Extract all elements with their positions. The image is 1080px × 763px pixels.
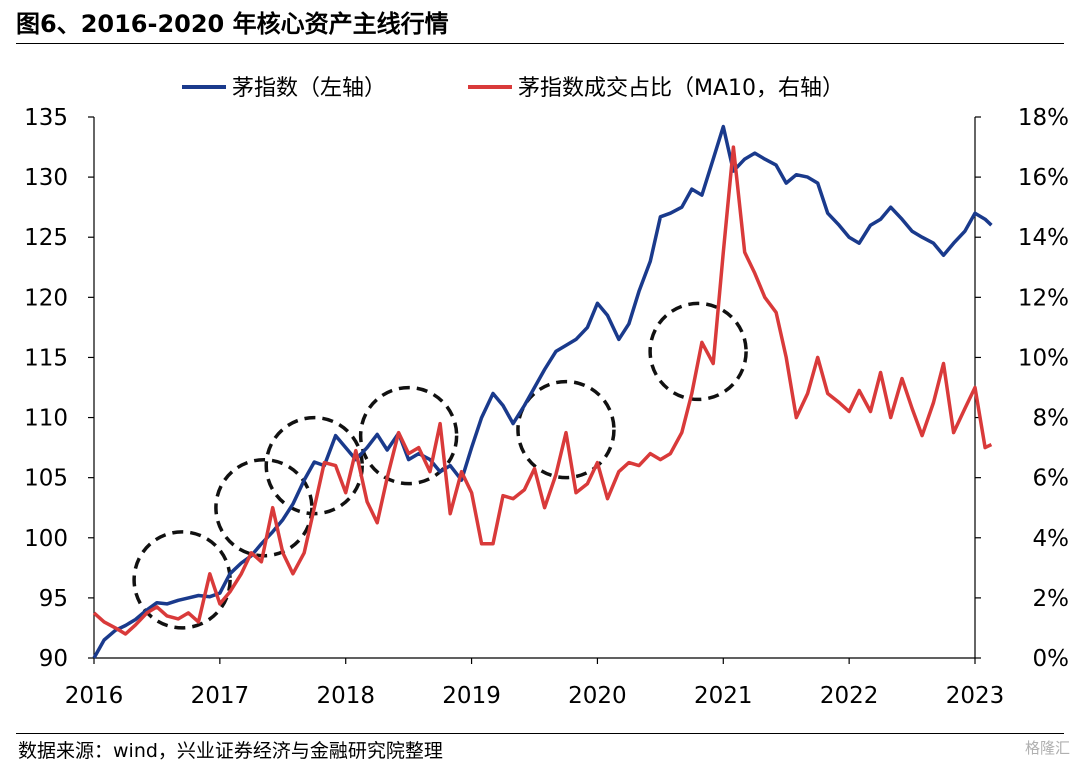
y-right-tick-label: 12% [1018,285,1069,311]
y-left-tick-label: 100 [24,526,68,552]
x-tick-label: 2022 [820,683,879,709]
x-tick-label: 2018 [316,683,375,709]
y-right-tick-label: 6% [1033,466,1070,492]
legend-label: 茅指数（左轴） [232,76,386,101]
y-left-tick-label: 90 [39,646,68,672]
y-left-tick-label: 120 [24,285,68,311]
series-line-turnover-share [92,145,993,636]
highlight-circle [132,530,232,630]
y-left-tick-label: 125 [24,225,68,251]
y-left-tick-label: 135 [24,105,68,131]
y-left-tick-label: 130 [24,165,68,191]
y-left-tick-label: 95 [39,586,68,612]
chart-title: 图6、2016-2020 年核心资产主线行情 [16,10,449,38]
y-right-tick-label: 2% [1033,586,1070,612]
y-right-tick-label: 14% [1018,225,1069,251]
y-right-tick-label: 4% [1033,526,1070,552]
title-divider [16,43,1064,44]
x-tick-label: 2019 [442,683,501,709]
source-note: 数据来源：wind，兴业证券经济与金融研究院整理 [18,740,443,762]
highlight-circle [648,301,748,402]
series-line-mao-index [92,124,993,659]
y-right-tick-label: 16% [1018,165,1069,191]
legend-label: 茅指数成交占比（MA10，右轴） [518,76,844,101]
y-right-tick-label: 8% [1033,406,1070,432]
x-tick-label: 2017 [191,683,250,709]
highlight-circle [516,379,616,480]
watermark-logo: 格隆汇 [1024,739,1070,757]
y-left-tick-label: 110 [24,406,68,432]
x-tick-label: 2016 [65,683,124,709]
x-tick-label: 2021 [694,683,753,709]
x-tick-label: 2023 [946,683,1005,709]
y-left-tick-label: 105 [24,466,68,492]
footer-divider [16,733,1064,734]
y-right-tick-label: 10% [1018,345,1069,371]
y-right-tick-label: 0% [1033,646,1070,672]
y-left-tick-label: 115 [24,345,68,371]
chart-canvas: 90 95 100 105 110 115 120 125 130 135 0% 2% 4% 6% 8% 10… [24,76,1070,709]
highlight-circle [358,385,459,486]
x-tick-label: 2020 [568,683,627,709]
y-right-tick-label: 18% [1018,105,1069,131]
